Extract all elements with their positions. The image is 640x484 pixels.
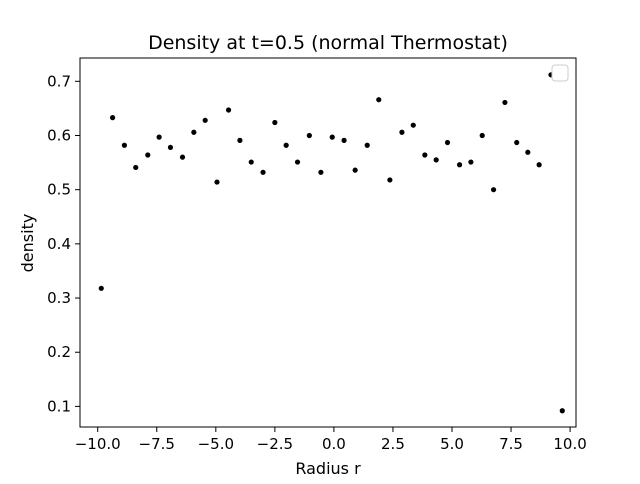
data-point	[490, 187, 497, 193]
data-points	[98, 72, 565, 414]
data-point	[318, 169, 324, 175]
legend-box	[551, 64, 569, 82]
data-point	[456, 162, 463, 168]
data-point	[387, 177, 393, 183]
data-point	[294, 159, 301, 165]
data-point	[502, 99, 508, 106]
y-axis-ticks: 0.1 0.2 0.3 0.4 0.5 0.6 0.7	[47, 72, 80, 415]
data-point	[167, 144, 174, 151]
data-point	[352, 167, 358, 173]
data-point	[444, 139, 451, 146]
data-point	[248, 159, 254, 165]
y-tick-label: 0.5	[47, 181, 71, 199]
data-point	[179, 154, 186, 160]
data-point	[536, 162, 542, 168]
x-tick-label: 7.5	[499, 435, 523, 453]
y-tick-label: 0.6	[47, 126, 71, 144]
data-point	[145, 152, 151, 158]
y-tick-label: 0.2	[47, 343, 71, 361]
x-axis-ticks: −10.0 −7.5 −5.0 −2.5 0.0 2.5 5.0 7.5 10.0	[75, 427, 587, 453]
x-tick-label: 0.0	[322, 435, 346, 453]
data-point	[260, 169, 266, 175]
data-point	[468, 159, 474, 165]
data-point	[410, 122, 416, 128]
data-point	[364, 142, 370, 148]
data-point	[422, 152, 428, 158]
x-tick-label: −2.5	[257, 435, 293, 453]
chart-title: Density at t=0.5 (normal Thermostat)	[148, 32, 508, 54]
x-tick-label: −10.0	[75, 435, 121, 453]
y-tick-label: 0.4	[47, 235, 71, 253]
plot-area-frame	[79, 57, 577, 428]
y-tick-label: 0.1	[47, 397, 71, 415]
data-point	[306, 132, 312, 139]
data-point	[133, 164, 139, 171]
data-point	[283, 142, 289, 148]
data-point	[341, 137, 347, 143]
y-tick-label: 0.7	[47, 72, 71, 90]
data-point	[329, 134, 335, 140]
data-point	[399, 129, 405, 135]
data-point	[191, 129, 197, 135]
y-tick-label: 0.3	[47, 289, 71, 307]
data-point	[109, 115, 116, 121]
y-axis-label: density	[18, 214, 37, 273]
data-point	[214, 179, 220, 185]
x-axis-label: Radius r	[295, 459, 361, 478]
data-point	[272, 119, 278, 126]
data-point	[202, 117, 208, 123]
x-tick-label: 10.0	[553, 435, 586, 453]
data-point	[156, 134, 162, 140]
data-point	[376, 97, 382, 103]
data-point	[514, 139, 520, 146]
data-point	[433, 157, 439, 163]
x-tick-label: 2.5	[381, 435, 405, 453]
x-tick-label: 5.0	[440, 435, 464, 453]
data-point	[559, 408, 565, 414]
x-tick-label: −7.5	[139, 435, 175, 453]
data-point	[479, 132, 485, 139]
data-point	[237, 137, 243, 143]
data-point	[225, 107, 232, 113]
x-tick-label: −5.0	[198, 435, 234, 453]
data-point	[121, 142, 127, 148]
data-point	[98, 285, 104, 291]
data-point	[525, 149, 531, 155]
